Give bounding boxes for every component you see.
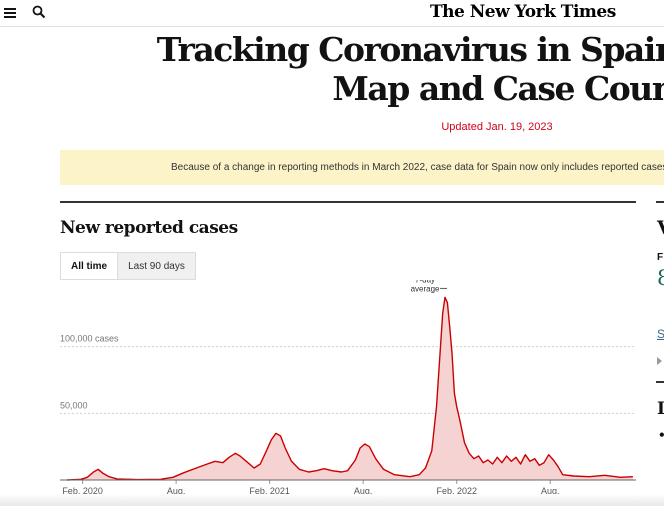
page-title: Tracking Coronavirus in Spain: Map and C… [28, 30, 664, 108]
x-tick-label: Feb. 2020 [62, 486, 103, 494]
x-tick-label: Aug. [541, 486, 560, 494]
search-icon[interactable] [32, 5, 46, 19]
last-90-days-tab[interactable]: Last 90 days [117, 253, 195, 279]
x-tick-label: Feb. 2022 [436, 486, 477, 494]
bottom-edge-shadow [0, 494, 664, 506]
chart-section-title: New reported cases [60, 218, 238, 238]
x-tick-label: Aug. [167, 486, 186, 494]
side-panel-link[interactable]: S [657, 327, 664, 341]
annotation-label-line-2: average [411, 284, 440, 293]
side-panel-stat-value: 8 [657, 266, 664, 290]
top-navigation-bar: The New York Times [0, 0, 664, 27]
all-time-tab[interactable]: All time [61, 253, 118, 279]
page-title-line-2: Map and Case Count [332, 69, 664, 108]
reporting-change-notice: Because of a change in reporting methods… [60, 150, 664, 185]
cases-7day-average-line [66, 296, 633, 481]
cases-area [67, 297, 633, 480]
updated-timestamp: Updated Jan. 19, 2023 [441, 121, 553, 133]
side-panel-divider-2 [656, 381, 664, 383]
chart-gridlines [60, 346, 636, 484]
reporting-change-notice-text: Because of a change in reporting methods… [171, 162, 664, 173]
side-panel-bullet: • [658, 428, 664, 442]
y-tick-label: 100,000 cases [60, 334, 119, 344]
side-panel-heading: V [657, 217, 664, 239]
hamburger-menu-icon[interactable] [4, 6, 18, 20]
x-tick-label: Feb. 2021 [249, 486, 290, 494]
y-tick-label: 50,000 [60, 400, 88, 410]
page-title-line-1: Tracking Coronavirus in Spain: [156, 30, 664, 69]
section-divider [60, 201, 636, 203]
nyt-logo[interactable]: The New York Times [430, 2, 616, 22]
play-arrow-icon[interactable] [657, 357, 663, 365]
side-panel-divider [656, 201, 664, 203]
chart-labels: 50,000 100,000 cases Feb. 2020 Aug. Feb. 202… [60, 280, 560, 494]
side-panel-stat-label: F [657, 252, 664, 263]
side-panel-heading-2: I [657, 399, 664, 419]
annotation-label-line-1: 7-day [415, 280, 435, 284]
cases-chart: 50,000 100,000 cases Feb. 2020 Aug. Feb. 202… [60, 280, 636, 494]
time-range-toggle: All time Last 90 days [60, 252, 196, 280]
x-tick-label: Aug. [354, 486, 373, 494]
